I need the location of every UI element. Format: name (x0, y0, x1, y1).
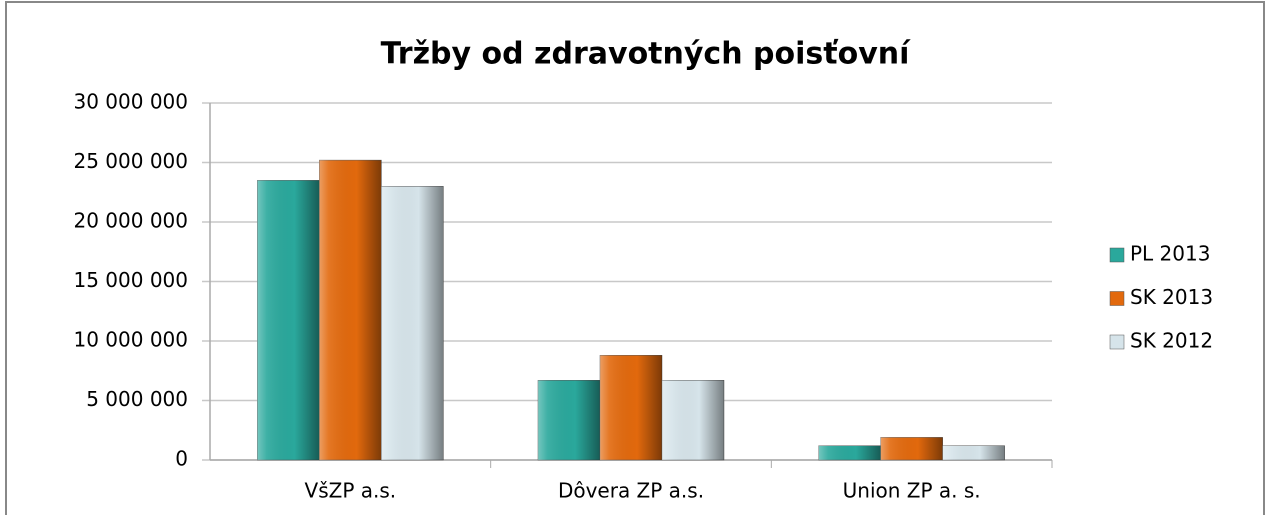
bar-shade (538, 380, 600, 460)
y-tick-label: 10 000 000 (73, 328, 188, 352)
bar-shade (662, 380, 724, 460)
legend-swatch (1109, 291, 1125, 306)
x-tick-label: Union ZP a. s. (843, 479, 981, 503)
chart-title: Tržby od zdravotných poisťovní (381, 37, 911, 72)
bar-shade (257, 180, 320, 460)
bar-shade (319, 160, 382, 460)
legend-label: PL 2013 (1130, 242, 1210, 266)
y-tick-label: 20 000 000 (73, 209, 188, 233)
bar-shade (381, 186, 444, 461)
x-tick-label: Dôvera ZP a.s. (558, 479, 704, 503)
legend-label: SK 2012 (1130, 329, 1213, 353)
y-tick-label: 0 (175, 447, 188, 471)
bar-shade (818, 445, 881, 460)
legend-label: SK 2013 (1130, 285, 1213, 309)
bar-shade (942, 445, 1005, 460)
y-tick-label: 30 000 000 (73, 90, 188, 114)
y-tick-label: 25 000 000 (73, 149, 188, 173)
bar-shade (880, 437, 943, 460)
bar-shade (600, 355, 662, 460)
y-tick-label: 15 000 000 (73, 268, 188, 292)
legend-swatch (1109, 334, 1125, 350)
y-tick-label: 5 000 000 (86, 387, 188, 411)
x-tick-label: VšZP a.s. (305, 479, 397, 503)
chart-frame (5, 1, 1265, 519)
legend-swatch (1109, 247, 1125, 263)
